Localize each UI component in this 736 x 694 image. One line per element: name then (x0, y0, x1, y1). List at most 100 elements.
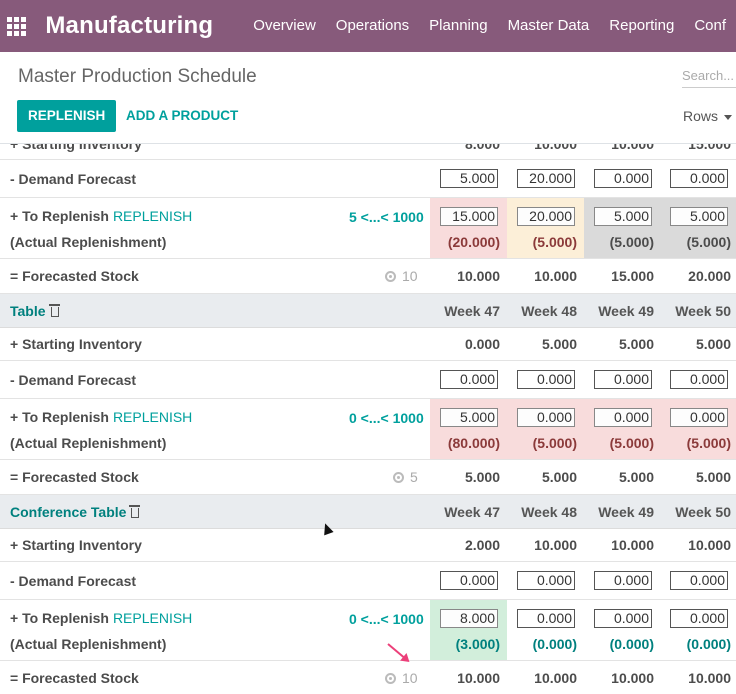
value-cell: 10.000 (457, 268, 500, 284)
trash-icon[interactable] (129, 505, 141, 518)
to-replenish-input[interactable]: 8.000 (440, 609, 498, 628)
demand-forecast-row: - Demand Forecast 0.000 0.000 0.000 0.00… (0, 361, 736, 399)
week-header: Week 50 (675, 303, 731, 319)
to-replenish-input[interactable]: 0.000 (517, 609, 575, 628)
safety-stock-icon (385, 271, 396, 282)
value-cell: 10.000 (611, 144, 654, 152)
safety-stock-icon (385, 673, 396, 684)
product-name[interactable]: Table (10, 303, 60, 319)
week-header: Week 47 (444, 504, 500, 520)
safety-stock-value: 10 (402, 268, 418, 284)
actual-replenishment-value: (0.000) (609, 636, 654, 652)
demand-forecast-input[interactable]: 0.000 (517, 370, 575, 389)
menu-overview[interactable]: Overview (253, 17, 316, 34)
starting-inventory-row: + Starting Inventory 8.000 10.000 10.000… (0, 144, 736, 160)
row-replenish-link[interactable]: REPLENISH (112, 610, 193, 626)
actual-replenishment-value: (0.000) (532, 636, 577, 652)
demand-forecast-input[interactable]: 5.000 (440, 169, 498, 188)
demand-forecast-input[interactable]: 0.000 (594, 370, 652, 389)
to-replenish-input[interactable]: 0.000 (517, 408, 575, 427)
min-max-range[interactable]: 0 <...< 1000 (349, 611, 424, 627)
row-replenish-link[interactable]: REPLENISH (112, 208, 193, 224)
to-replenish-input[interactable]: 15.000 (440, 207, 498, 226)
search-input[interactable]: Search... (682, 64, 736, 88)
to-replenish-input[interactable]: 20.000 (517, 207, 575, 226)
actual-replenishment-label: (Actual Replenishment) (10, 636, 167, 652)
demand-forecast-input[interactable]: 0.000 (517, 571, 575, 590)
value-cell: 10.000 (611, 537, 654, 553)
to-replenish-input[interactable]: 5.000 (440, 408, 498, 427)
menu-planning[interactable]: Planning (429, 17, 488, 34)
week-header: Week 47 (444, 303, 500, 319)
safety-stock[interactable]: 10 (385, 268, 418, 284)
demand-forecast-input[interactable]: 0.000 (670, 370, 728, 389)
demand-forecast-input[interactable]: 0.000 (670, 571, 728, 590)
forecasted-stock-row: = Forecasted Stock 10 10.000 10.000 10.0… (0, 661, 736, 694)
safety-stock[interactable]: 5 (393, 469, 418, 485)
value-cell: 5.000 (618, 336, 654, 352)
apps-grid-icon[interactable] (0, 0, 33, 52)
add-product-button[interactable]: ADD A PRODUCT (126, 108, 239, 123)
forecasted-stock-row: = Forecasted Stock 5 5.000 5.000 5.000 5… (0, 460, 736, 495)
value-cell: 5.000 (695, 336, 731, 352)
mps-table: + Starting Inventory 8.000 10.000 10.000… (0, 144, 736, 694)
actual-replenishment-value: (5.000) (532, 435, 577, 451)
demand-forecast-row: - Demand Forecast 5.000 20.000 0.000 0.0… (0, 160, 736, 198)
app-title[interactable]: Manufacturing (45, 12, 214, 39)
value-cell: 5.000 (695, 469, 731, 485)
demand-forecast-input[interactable]: 0.000 (594, 571, 652, 590)
to-replenish-input[interactable]: 5.000 (594, 207, 652, 226)
trash-icon[interactable] (48, 304, 60, 317)
to-replenish-input[interactable]: 0.000 (670, 408, 728, 427)
replenish-button[interactable]: REPLENISH (17, 100, 117, 132)
starting-inventory-label: + Starting Inventory (10, 144, 142, 152)
min-max-range[interactable]: 0 <...< 1000 (349, 410, 424, 426)
demand-forecast-input[interactable]: 0.000 (670, 169, 728, 188)
rows-dropdown[interactable]: Rows (683, 100, 733, 132)
menu-configuration[interactable]: Conf (694, 17, 726, 34)
safety-stock-icon (393, 472, 404, 483)
menu-reporting[interactable]: Reporting (609, 17, 675, 34)
week-header: Week 49 (598, 504, 654, 520)
actual-replenishment-value: (5.000) (686, 435, 731, 451)
starting-inventory-label: + Starting Inventory (10, 336, 142, 352)
value-cell: 0.000 (464, 336, 500, 352)
min-max-range[interactable]: 5 <...< 1000 (349, 209, 424, 225)
safety-stock[interactable]: 10 (385, 670, 418, 686)
actual-replenishment-value: (20.000) (447, 234, 500, 250)
row-replenish-link[interactable]: REPLENISH (112, 409, 193, 425)
to-replenish-text: + To Replenish (10, 610, 109, 626)
menu-operations[interactable]: Operations (335, 17, 410, 34)
value-cell: 5.000 (541, 336, 577, 352)
demand-forecast-input[interactable]: 0.000 (440, 571, 498, 590)
actual-replenishment-value: (5.000) (609, 234, 654, 250)
product-header: Conference Table Week 47 Week 48 Week 49… (0, 495, 736, 529)
rows-label: Rows (683, 108, 719, 124)
actual-replenishment-value: (5.000) (686, 234, 731, 250)
demand-forecast-input[interactable]: 0.000 (594, 169, 652, 188)
actual-replenishment-value: (5.000) (532, 234, 577, 250)
actual-replenishment-value: (5.000) (609, 435, 654, 451)
actual-replenishment-value: (0.000) (686, 636, 731, 652)
to-replenish-input[interactable]: 0.000 (594, 408, 652, 427)
demand-forecast-label: - Demand Forecast (10, 372, 137, 388)
product-name[interactable]: Conference Table (10, 504, 141, 520)
demand-forecast-input[interactable]: 0.000 (440, 370, 498, 389)
forecasted-stock-label: = Forecasted Stock (10, 268, 139, 284)
page-title: Master Production Schedule (18, 66, 257, 87)
to-replenish-text: + To Replenish (10, 208, 109, 224)
value-cell: 10.000 (688, 537, 731, 553)
to-replenish-label: + To Replenish REPLENISH (10, 409, 192, 425)
to-replenish-input[interactable]: 0.000 (594, 609, 652, 628)
menu-master-data[interactable]: Master Data (507, 17, 590, 34)
value-cell: 5.000 (541, 469, 577, 485)
value-cell: 10.000 (534, 537, 577, 553)
demand-forecast-input[interactable]: 20.000 (517, 169, 575, 188)
value-cell: 5.000 (464, 469, 500, 485)
main-menu: Overview Operations Planning Master Data… (243, 0, 736, 52)
to-replenish-input[interactable]: 5.000 (670, 207, 728, 226)
value-cell: 15.000 (611, 268, 654, 284)
to-replenish-input[interactable]: 0.000 (670, 609, 728, 628)
value-cell: 10.000 (534, 670, 577, 686)
top-navbar: Manufacturing Overview Operations Planni… (0, 0, 736, 52)
